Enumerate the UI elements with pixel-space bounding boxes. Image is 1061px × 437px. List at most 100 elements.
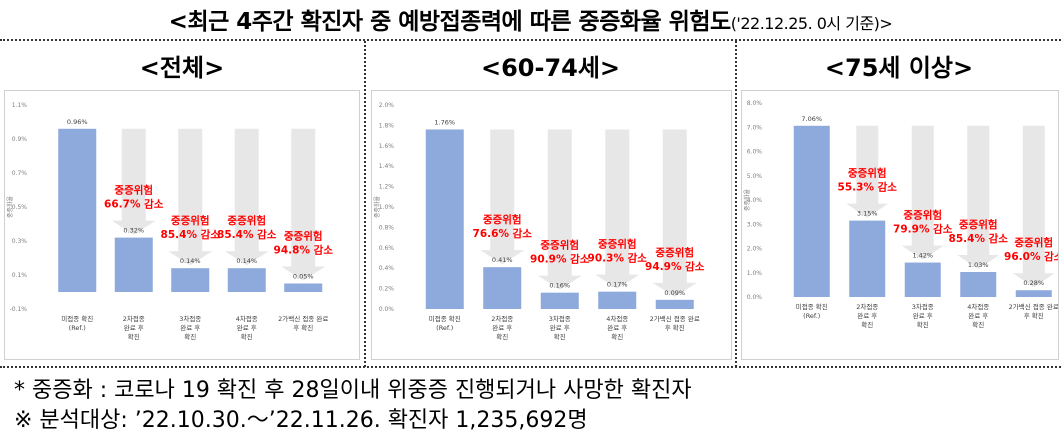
- chart-panel-60-74: 중증화율 2.0% 1.8% 1.6% 1.4% 1.2% 1.0% 0.8% 0.6% 0.4%…: [371, 90, 732, 360]
- x-tick-label: 3차접종 완료 후 확진: [179, 314, 201, 341]
- y-tick-label: 1.6%: [379, 143, 395, 150]
- data-label: 0.28%: [1023, 279, 1044, 287]
- y-tick-label: 1.2%: [379, 184, 395, 191]
- x-tick-label: 2가백신 접종 완료 후 확진: [650, 314, 700, 332]
- data-label: 1.76%: [434, 118, 455, 126]
- bar: [793, 125, 830, 297]
- y-tick-label: 4.0%: [747, 197, 763, 204]
- reduction-arrow: [957, 125, 1000, 270]
- panel-title-75-plus: <75세 이상>: [824, 54, 974, 82]
- risk-reduction-label: 중증위험 90.9% 감소: [530, 239, 590, 266]
- chart-60-74: 중증화율 2.0% 1.8% 1.6% 1.4% 1.2% 1.0% 0.8% 0.6% 0.4%…: [374, 102, 705, 341]
- chart-panel-total: 중증화율 1.1% 0.9% 0.7% 0.5% 0.3% 0.1% -0.1% 0.96% 미접…: [4, 90, 360, 360]
- y-tick-label: 0.6%: [379, 245, 395, 252]
- y-tick-label: 1.0%: [747, 270, 763, 277]
- bar: [904, 262, 941, 297]
- bar: [1015, 290, 1052, 297]
- reduction-arrow: [111, 128, 156, 235]
- y-tick-label: 1.8%: [379, 122, 395, 129]
- risk-reduction-label: 중증위험 94.9% 감소: [645, 246, 705, 273]
- y-tick-label: 0.1%: [12, 272, 28, 279]
- y-tick-label: 2.0%: [747, 246, 763, 253]
- risk-reduction-label: 중증위험 85.4% 감소: [217, 214, 277, 241]
- x-tick-label: 미접종 확진 (Ref.): [429, 314, 461, 332]
- y-tick-label: 0.5%: [12, 204, 28, 211]
- bar: [849, 220, 886, 297]
- x-tick-label: 2가백신 접종 완료 후 확진: [1009, 302, 1058, 320]
- risk-reduction-label: 중증위험 96.0% 감소: [1004, 236, 1058, 263]
- y-tick-label: 3.0%: [747, 221, 763, 228]
- top-divider: [0, 39, 1061, 41]
- title-sub: ('22.12.25. 0시 기준)>: [730, 14, 893, 33]
- y-tick-label: 7.0%: [747, 124, 763, 131]
- y-tick-label: 0.4%: [379, 265, 395, 272]
- reduction-arrow: [537, 129, 582, 290]
- bar: [483, 267, 522, 309]
- y-tick-label: 0.7%: [12, 170, 28, 177]
- y-tick-label: 0.8%: [379, 224, 395, 231]
- data-label: 0.05%: [293, 273, 314, 281]
- data-label: 1.42%: [912, 252, 933, 260]
- bar: [58, 128, 97, 292]
- title-main: <최근 4주간 확진자 중 예방접종력에 따른 중증화율 위험도: [168, 9, 732, 35]
- y-tick-label: 0.0%: [379, 306, 395, 313]
- x-tick-label: 4차접종 완료 후 확진: [606, 314, 628, 341]
- y-tick-label: 1.1%: [12, 102, 28, 109]
- column-divider-2: [735, 41, 737, 367]
- bar: [114, 237, 153, 292]
- page-title: <최근 4주간 확진자 중 예방접종력에 따른 중증화율 위험도('22.12.…: [0, 2, 1061, 36]
- y-tick-label: 8.0%: [747, 100, 763, 107]
- risk-reduction-label: 중증위험 79.9% 감소: [893, 209, 953, 236]
- data-label: 0.41%: [492, 256, 513, 264]
- y-axis-label: 중증화율: [7, 195, 14, 218]
- risk-reduction-label: 중증위험 66.7% 감소: [104, 184, 164, 211]
- data-label: 3.15%: [857, 210, 878, 218]
- y-tick-label: 0.9%: [12, 136, 28, 143]
- x-tick-label: 미접종 확진 (Ref.): [61, 314, 93, 332]
- risk-reduction-label: 중증위험 90.3% 감소: [588, 238, 648, 265]
- y-tick-label: 0.0%: [747, 294, 763, 301]
- data-label: 0.14%: [180, 257, 201, 265]
- y-tick-label: 6.0%: [747, 149, 763, 156]
- chart-panel-75-plus: 중증화율 8.0% 7.0% 6.0% 5.0% 4.0% 3.0% 2.0% 1.0% 0.0%…: [741, 90, 1059, 360]
- x-tick-label: 3차접종 완료 후 확진: [549, 314, 571, 341]
- footnote-population: ※ 분석대상: ’22.10.30.～’22.11.26. 확진자 1,235,…: [14, 408, 588, 433]
- y-axis-label: 중증화율: [374, 195, 381, 218]
- bar: [655, 299, 694, 309]
- data-label: 0.14%: [236, 257, 257, 265]
- reduction-arrow: [168, 128, 213, 266]
- bar: [598, 291, 637, 309]
- data-label: 0.32%: [123, 227, 144, 235]
- data-label: 7.06%: [801, 115, 822, 123]
- x-tick-label: 4차접종 완료 후 확진: [236, 314, 258, 341]
- risk-reduction-label: 중증위험 55.3% 감소: [838, 167, 898, 194]
- reduction-arrow: [901, 125, 944, 260]
- data-label: 0.16%: [549, 282, 570, 290]
- x-tick-label: 4차접종 완료 후 확진: [967, 302, 989, 329]
- x-tick-label: 2차접종 완료 후 확진: [491, 314, 513, 341]
- chart-75-plus: 중증화율 8.0% 7.0% 6.0% 5.0% 4.0% 3.0% 2.0% 1.0% 0.0%…: [744, 100, 1058, 329]
- bar: [227, 268, 266, 292]
- panel-title-total: <전체>: [139, 54, 225, 82]
- risk-reduction-label: 중증위험 85.4% 감소: [161, 214, 221, 241]
- y-tick-label: 2.0%: [379, 102, 395, 109]
- risk-reduction-label: 중증위험 94.8% 감소: [274, 230, 334, 257]
- y-tick-label: -0.1%: [10, 306, 28, 313]
- x-tick-label: 2차접종 완료 후 확진: [123, 314, 145, 341]
- y-tick-label: 1.4%: [379, 163, 395, 170]
- y-tick-label: 5.0%: [747, 173, 763, 180]
- column-divider-1: [364, 41, 366, 367]
- data-label: 0.96%: [67, 118, 88, 126]
- y-tick-label: 0.3%: [12, 238, 28, 245]
- reduction-arrow: [595, 129, 640, 289]
- bar: [171, 268, 210, 292]
- x-tick-label: 2가백신 접종 완료 후 확진: [278, 314, 328, 332]
- reduction-arrow: [1012, 125, 1055, 288]
- reduction-arrow: [652, 129, 697, 297]
- x-tick-label: 미접종 확진 (Ref.): [796, 302, 828, 320]
- panel-title-60-74: <60-74세>: [480, 54, 621, 82]
- reduction-arrow: [846, 125, 889, 218]
- reduction-arrow: [480, 129, 525, 265]
- bar: [284, 283, 323, 292]
- footnote-definition: * 중증화 : 코로나 19 확진 후 28일이내 위중증 진행되거나 사망한 …: [14, 378, 692, 403]
